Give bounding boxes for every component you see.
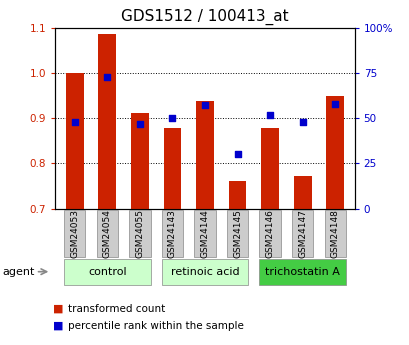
- Point: [266, 112, 273, 117]
- Text: trichostatin A: trichostatin A: [265, 267, 339, 277]
- Text: percentile rank within the sample: percentile rank within the sample: [67, 321, 243, 331]
- Point: [331, 101, 337, 106]
- Bar: [66, 73, 83, 209]
- Bar: [261, 128, 279, 209]
- Text: transformed count: transformed count: [67, 304, 164, 314]
- Bar: [326, 96, 343, 209]
- Point: [299, 119, 305, 125]
- Text: GSM24144: GSM24144: [200, 209, 209, 258]
- Text: control: control: [88, 267, 126, 277]
- Point: [169, 115, 175, 121]
- Point: [104, 74, 110, 79]
- Point: [136, 121, 143, 126]
- Text: agent: agent: [2, 267, 34, 277]
- Text: GSM24145: GSM24145: [232, 209, 241, 258]
- Point: [234, 152, 240, 157]
- Bar: [293, 176, 311, 209]
- Point: [201, 103, 208, 108]
- Text: GDS1512 / 100413_at: GDS1512 / 100413_at: [121, 9, 288, 25]
- Text: ■: ■: [53, 304, 64, 314]
- Text: GSM24143: GSM24143: [168, 209, 177, 258]
- Bar: [196, 101, 213, 209]
- Text: ■: ■: [53, 321, 64, 331]
- Bar: [163, 128, 181, 209]
- Text: GSM24146: GSM24146: [265, 209, 274, 258]
- Text: GSM24148: GSM24148: [330, 209, 339, 258]
- Bar: [130, 113, 148, 209]
- Text: GSM24055: GSM24055: [135, 209, 144, 258]
- Point: [72, 119, 78, 125]
- Text: retinoic acid: retinoic acid: [170, 267, 239, 277]
- Text: GSM24054: GSM24054: [103, 209, 112, 258]
- Text: GSM24053: GSM24053: [70, 209, 79, 258]
- Bar: [228, 181, 246, 209]
- Bar: [98, 34, 116, 209]
- Text: GSM24147: GSM24147: [297, 209, 306, 258]
